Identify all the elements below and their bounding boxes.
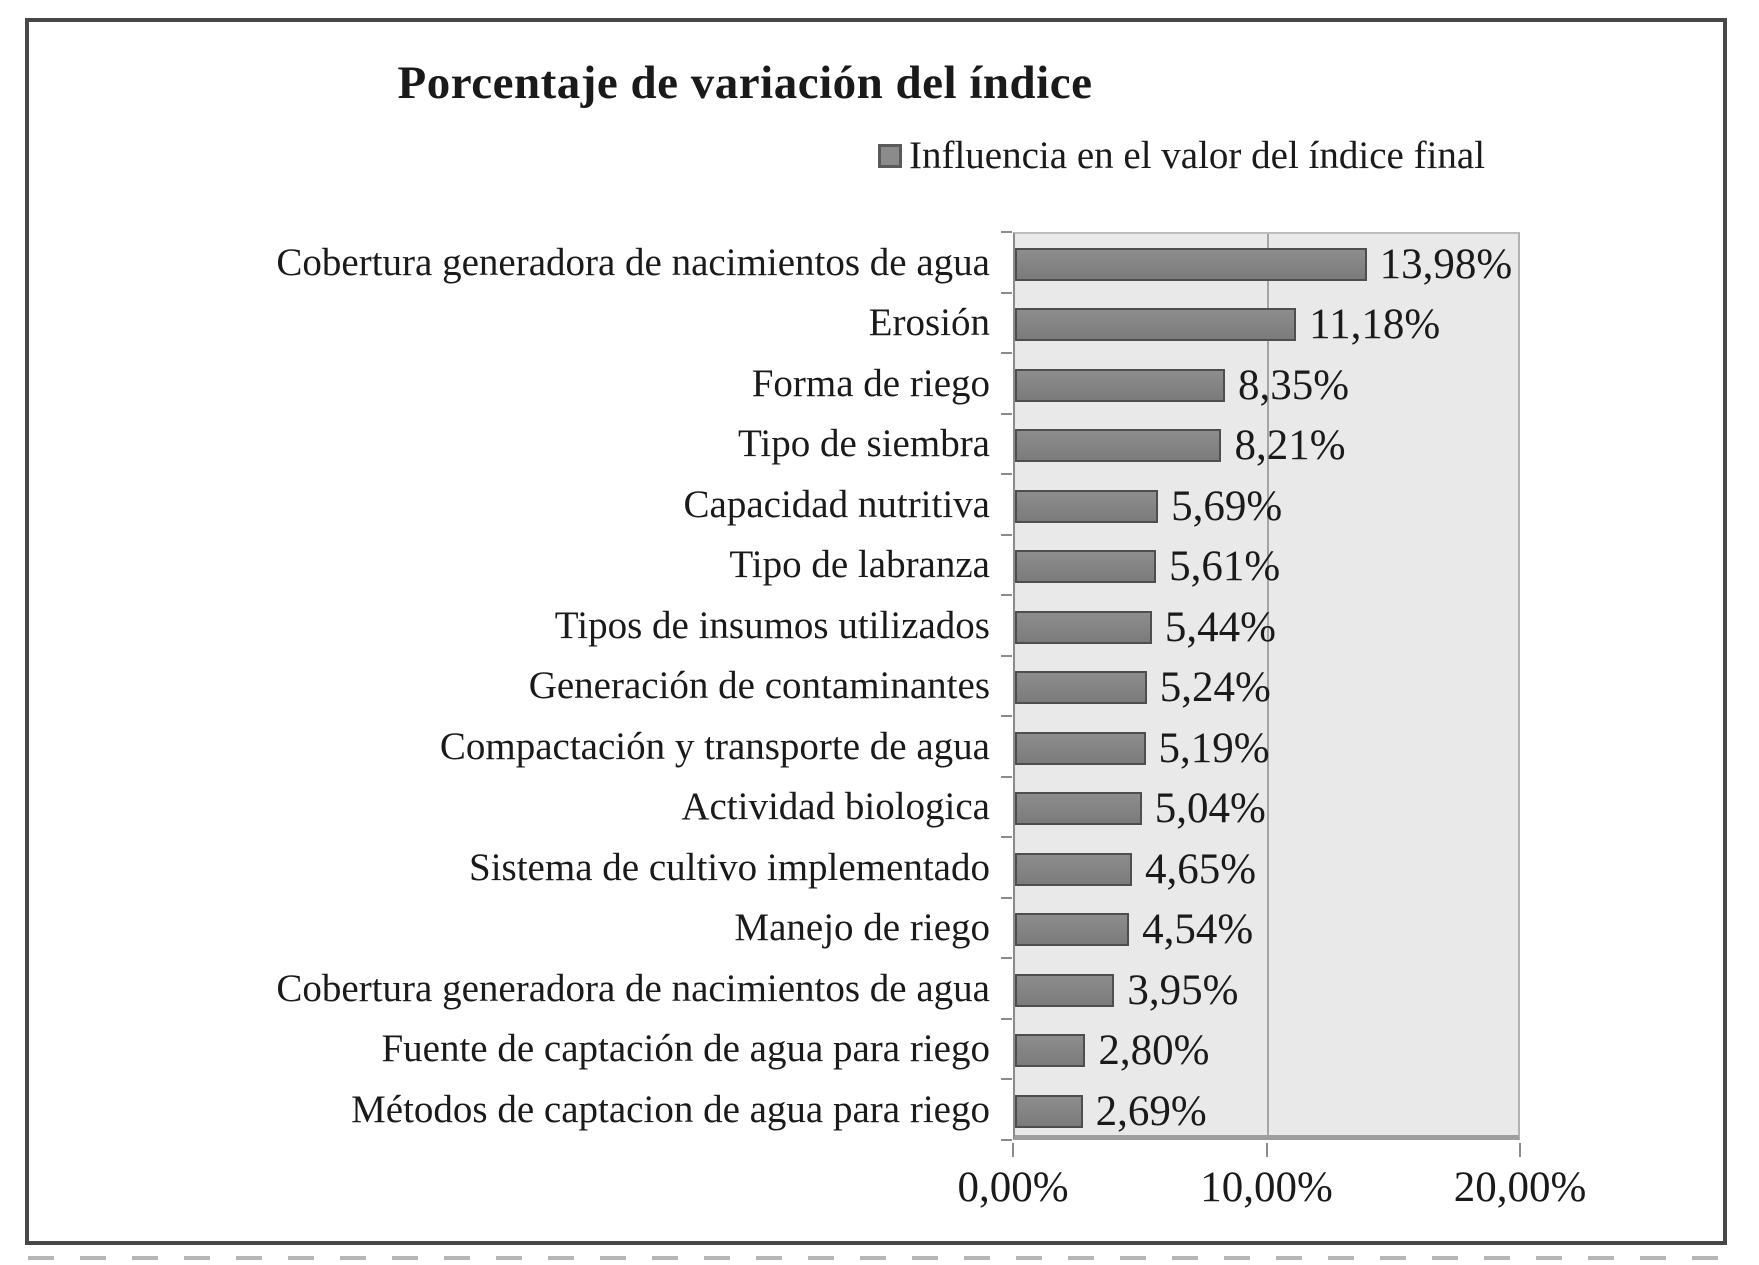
bar-row: 8,35% <box>1015 355 1518 416</box>
bar <box>1015 1034 1086 1068</box>
x-axis-tick <box>1265 1143 1268 1157</box>
bar <box>1015 489 1159 523</box>
bar <box>1015 731 1146 765</box>
category-label: Actividad biologica <box>681 785 990 829</box>
y-axis-tick <box>1001 291 1012 294</box>
x-axis-tick-label: 10,00% <box>1200 1164 1333 1211</box>
category-label: Forma de riego <box>751 361 990 405</box>
x-axis-tick <box>1519 1143 1521 1157</box>
y-axis-tick <box>1001 473 1012 476</box>
bar <box>1015 247 1367 281</box>
gridline-10-percent <box>1266 234 1269 1135</box>
category-label: Manejo de riego <box>734 906 990 950</box>
category-label: Erosión <box>868 301 990 345</box>
category-label: Cobertura generadora de nacimientos de a… <box>276 966 990 1010</box>
value-label: 2,69% <box>1095 1087 1207 1135</box>
y-axis-tick <box>1001 352 1012 355</box>
value-label: 8,35% <box>1238 361 1350 409</box>
bar-row: 4,54% <box>1015 900 1518 961</box>
bar <box>1015 368 1225 402</box>
bar-row: 5,61% <box>1015 537 1518 598</box>
chart-legend: Influencia en el valor del índice final <box>878 133 1485 178</box>
bar <box>1015 913 1130 947</box>
value-label: 4,54% <box>1142 906 1254 954</box>
value-label: 2,80% <box>1098 1027 1210 1075</box>
y-axis-tick <box>1001 231 1012 233</box>
bar-row: 5,19% <box>1015 718 1518 779</box>
bar <box>1015 852 1132 886</box>
y-axis-tick <box>1001 1139 1012 1141</box>
value-label: 5,44% <box>1164 603 1276 651</box>
bar <box>1015 610 1152 644</box>
x-axis-tick-label: 0,00% <box>957 1164 1069 1211</box>
value-label: 5,19% <box>1158 724 1270 772</box>
y-axis-tick <box>1001 715 1012 718</box>
bar-row: 11,18% <box>1015 295 1518 356</box>
category-label: Métodos de captacion de agua para riego <box>351 1087 990 1131</box>
bar <box>1015 429 1222 463</box>
legend-marker-square-icon <box>878 143 902 168</box>
category-label: Tipo de siembra <box>737 422 990 466</box>
plot-area: 13,98% 11,18% 8,35% 8,21% 5,69% 5,61% 5,44% 5,2… <box>1013 232 1520 1140</box>
x-axis-tick <box>1012 1143 1014 1157</box>
y-axis-tick <box>1001 1017 1012 1020</box>
y-axis-tick <box>1001 957 1012 960</box>
value-label: 5,04% <box>1154 785 1266 833</box>
x-axis-tick-label: 20,00% <box>1453 1164 1587 1211</box>
value-label: 8,21% <box>1234 422 1346 470</box>
y-axis-tick <box>1001 836 1012 839</box>
category-label: Tipos de insumos utilizados <box>554 603 990 647</box>
category-axis-labels: Cobertura generadora de nacimientos de a… <box>40 232 990 1140</box>
y-axis-tick <box>1001 533 1012 536</box>
bar-row: 5,69% <box>1015 476 1518 537</box>
y-axis-tick <box>1001 412 1012 415</box>
bar-row: 5,24% <box>1015 658 1518 719</box>
value-label: 11,18% <box>1309 301 1441 349</box>
y-axis-tick <box>1001 896 1012 899</box>
category-label: Cobertura generadora de nacimientos de a… <box>276 240 990 284</box>
chart-title: Porcentaje de variación del índice <box>397 57 1093 109</box>
bar <box>1015 792 1142 826</box>
category-label: Compactación y transporte de agua <box>439 724 990 768</box>
bar-row: 8,21% <box>1015 416 1518 477</box>
bar-row: 5,04% <box>1015 779 1518 840</box>
value-label: 4,65% <box>1144 845 1257 893</box>
bar-row: 2,80% <box>1015 1021 1518 1082</box>
bar-row: 5,44% <box>1015 597 1518 658</box>
value-label: 5,24% <box>1159 664 1271 712</box>
y-axis-tick <box>1001 594 1012 597</box>
category-label: Tipo de labranza <box>729 543 990 587</box>
category-label: Generación de contaminantes <box>528 664 990 708</box>
bar <box>1015 550 1157 584</box>
bar <box>1015 1094 1083 1128</box>
category-label: Capacidad nutritiva <box>683 482 990 526</box>
bar-row: 2,69% <box>1015 1081 1518 1142</box>
bar <box>1015 973 1115 1007</box>
bar-row: 3,95% <box>1015 960 1518 1021</box>
bar-row: 13,98% <box>1015 234 1518 295</box>
y-axis-tick <box>1001 654 1012 657</box>
bottom-edge-dashes <box>28 1256 1730 1260</box>
bar <box>1015 308 1297 342</box>
value-label: 13,98% <box>1379 240 1513 288</box>
category-label: Sistema de cultivo implementado <box>469 845 990 889</box>
category-label: Fuente de captación de agua para riego <box>381 1027 990 1071</box>
value-label: 3,95% <box>1127 966 1239 1014</box>
bar <box>1015 671 1147 705</box>
y-axis-tick <box>1001 775 1012 778</box>
value-label: 5,69% <box>1171 482 1283 530</box>
value-label: 5,61% <box>1169 543 1281 591</box>
bar-row: 4,65% <box>1015 839 1518 900</box>
y-axis-tick <box>1001 1078 1012 1081</box>
legend-label: Influencia en el valor del índice final <box>909 134 1486 177</box>
